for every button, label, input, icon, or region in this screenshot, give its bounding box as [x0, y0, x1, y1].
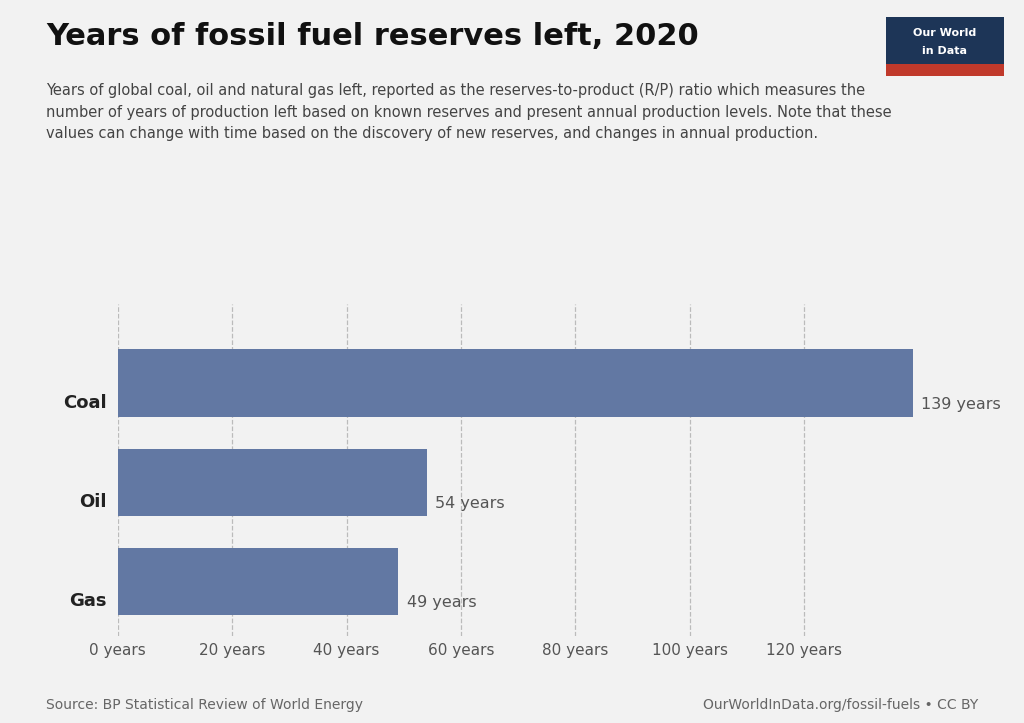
Text: in Data: in Data	[923, 46, 967, 56]
Text: 54 years: 54 years	[435, 496, 505, 511]
Bar	[118, 349, 912, 417]
Text: Our World: Our World	[913, 28, 976, 38]
Text: Source: BP Statistical Review of World Energy: Source: BP Statistical Review of World E…	[46, 698, 364, 712]
Text: Years of fossil fuel reserves left, 2020: Years of fossil fuel reserves left, 2020	[46, 22, 698, 51]
Bar	[118, 448, 427, 516]
Text: Years of global coal, oil and natural gas left, reported as the reserves-to-prod: Years of global coal, oil and natural ga…	[46, 83, 892, 141]
Text: 49 years: 49 years	[407, 596, 476, 610]
Bar	[118, 548, 398, 615]
Bar	[886, 64, 1004, 76]
Text: 139 years: 139 years	[922, 397, 1001, 412]
Text: OurWorldInData.org/fossil-fuels • CC BY: OurWorldInData.org/fossil-fuels • CC BY	[702, 698, 978, 712]
